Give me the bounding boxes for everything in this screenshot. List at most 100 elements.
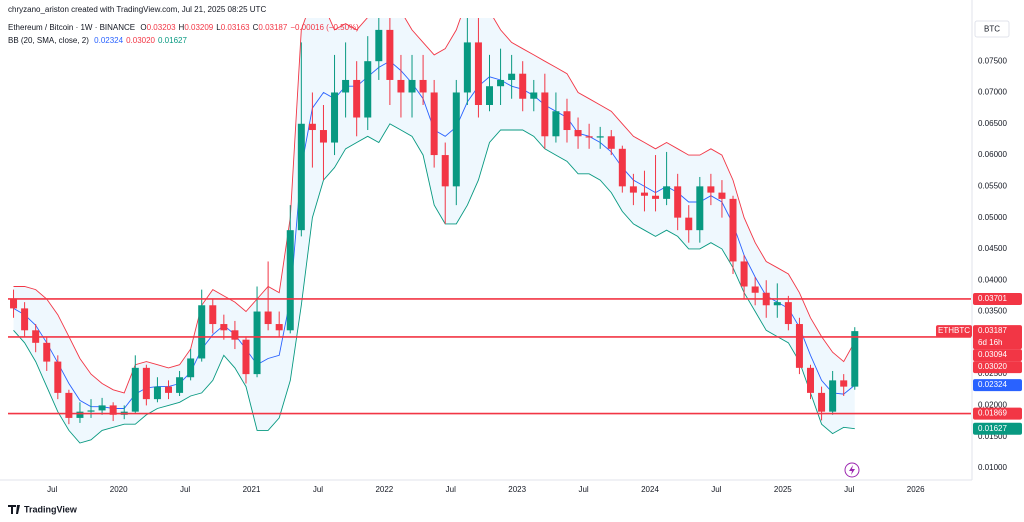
candle-body xyxy=(342,79,350,93)
candle-body xyxy=(508,73,516,80)
candle-body xyxy=(54,361,62,393)
ohlc-value: 0.03163 xyxy=(220,23,250,32)
candle-body xyxy=(807,367,814,393)
candle-body xyxy=(397,79,405,93)
candle-body xyxy=(618,148,626,187)
candle-body xyxy=(109,405,117,415)
x-tick-label: 2020 xyxy=(110,485,128,494)
candle-body xyxy=(740,261,748,287)
candle-body xyxy=(707,186,715,193)
brand-logo xyxy=(8,505,20,514)
x-tick-label: Jul xyxy=(47,485,57,494)
indicator: BB (20, SMA, close, 2) xyxy=(8,36,89,45)
candle-body xyxy=(663,186,671,199)
candle-body xyxy=(452,92,460,187)
candle-body xyxy=(784,302,792,325)
indicator-value: 0.03020 xyxy=(126,36,155,45)
candle-body xyxy=(607,136,615,149)
x-tick-label: 2025 xyxy=(774,485,792,494)
candle-body xyxy=(220,324,228,331)
candle-body xyxy=(386,29,394,80)
candle-body xyxy=(319,130,327,143)
y-tick-label: 0.06500 xyxy=(978,119,1007,128)
ohlc-key: L xyxy=(216,23,221,32)
brand: TradingView xyxy=(24,504,78,514)
candle-body xyxy=(463,42,471,93)
candle-body xyxy=(474,42,482,105)
band-lower xyxy=(13,123,855,444)
candle-body xyxy=(98,405,106,411)
candle-body xyxy=(530,92,538,99)
candle-body xyxy=(231,330,239,340)
candle-body xyxy=(486,86,493,105)
legend-indicator: BB (20, SMA, close, 2) 0.02324 0.03020 0.0… xyxy=(8,36,190,45)
credit: chryzano_ariston created with TradingVie… xyxy=(8,5,267,14)
candle-body xyxy=(441,155,449,187)
price-label-box xyxy=(973,379,1022,392)
candle-body xyxy=(176,377,184,393)
candle-body xyxy=(297,123,305,231)
y-tick-label: 0.05000 xyxy=(978,213,1007,222)
price-label-box xyxy=(973,349,1022,362)
candle-body xyxy=(408,79,416,93)
y-tick-label: 0.04500 xyxy=(978,244,1007,253)
candle-body xyxy=(674,186,682,218)
legend-symbol: Ethereum / Bitcoin · 1W · BINANCE O0.032… xyxy=(8,23,362,32)
price-label: 0.03187 xyxy=(978,326,1007,335)
candle-body xyxy=(198,305,206,359)
y-tick-label: 0.03500 xyxy=(978,307,1007,316)
x-tick-label: 2021 xyxy=(243,485,261,494)
indicator-value: 0.01627 xyxy=(158,36,187,45)
candle-body xyxy=(685,217,693,231)
candle-body xyxy=(729,198,737,262)
y-tick-label: 0.07500 xyxy=(978,56,1007,65)
candle-body xyxy=(131,367,139,412)
price-label: 0.02324 xyxy=(978,380,1007,389)
price-label-box xyxy=(973,325,1022,350)
price-label-box xyxy=(973,361,1022,374)
candle-body xyxy=(21,308,29,331)
candle-body xyxy=(840,380,848,387)
currency-box[interactable] xyxy=(974,20,1010,38)
candle-body xyxy=(818,392,826,412)
candle-body xyxy=(65,392,73,418)
candle-body xyxy=(696,186,704,231)
candle-body xyxy=(264,311,272,325)
currency: BTC xyxy=(984,25,1000,34)
candle-body xyxy=(375,29,383,62)
ohlc-value: 0.03187 xyxy=(258,23,288,32)
candle-body xyxy=(10,299,18,309)
candle-body xyxy=(142,367,150,400)
candle-body xyxy=(652,195,660,199)
price-label: 0.01627 xyxy=(978,424,1007,433)
price-label: 0.03020 xyxy=(978,362,1007,371)
candle-body xyxy=(430,92,438,156)
candle-body xyxy=(829,380,837,412)
candle-body xyxy=(552,111,560,137)
y-tick-label: 0.01500 xyxy=(978,432,1007,441)
candle-body xyxy=(629,186,637,193)
x-tick-label: 2022 xyxy=(375,485,393,494)
candle-body xyxy=(419,79,427,93)
candle-body xyxy=(165,386,172,393)
candle-body xyxy=(519,73,527,99)
candle-body xyxy=(795,324,803,368)
symbol-tag: ETHBTC xyxy=(938,326,970,335)
candle-body xyxy=(718,192,726,199)
candle-body xyxy=(187,358,195,378)
y-tick-label: 0.07000 xyxy=(978,88,1007,97)
candle-body xyxy=(209,305,217,325)
price-label-box xyxy=(973,422,1022,435)
y-tick-label: 0.04000 xyxy=(978,275,1007,284)
candle-body xyxy=(541,92,549,137)
candle-body xyxy=(497,79,505,87)
price-label-box xyxy=(973,407,1022,420)
ohlc-value: 0.03209 xyxy=(184,23,214,32)
candle-body xyxy=(153,386,161,400)
price-label-note: 6d 16h xyxy=(978,338,1002,347)
candle-body xyxy=(286,230,294,331)
candle-body xyxy=(640,192,648,196)
y-tick-label: 0.06000 xyxy=(978,150,1007,159)
x-tick-label: Jul xyxy=(578,485,588,494)
